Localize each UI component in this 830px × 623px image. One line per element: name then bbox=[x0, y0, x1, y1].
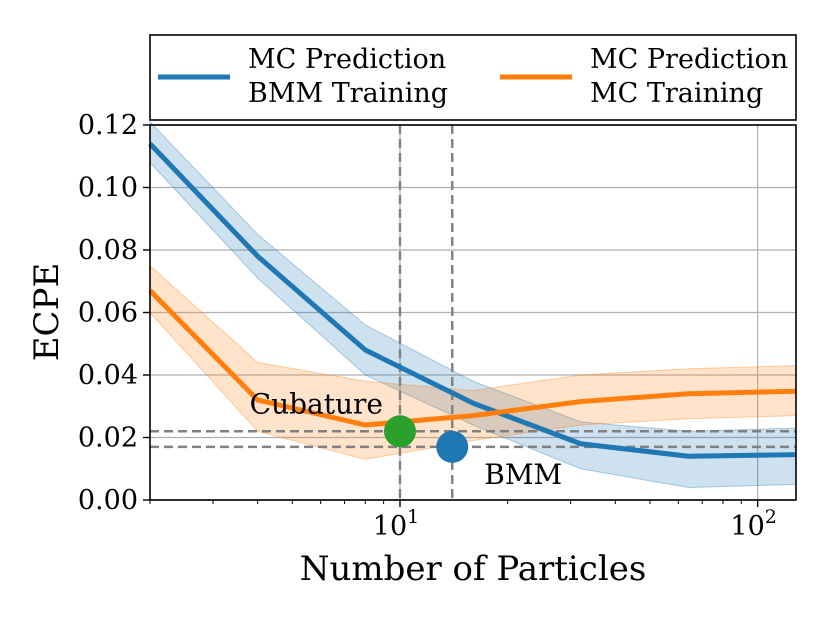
markers: Cubature BMM bbox=[250, 387, 563, 491]
y-tick-label: 0.12 bbox=[78, 110, 138, 141]
marker-label-bmm: BMM bbox=[484, 458, 562, 491]
legend-label-orange-line1: MC Prediction bbox=[590, 44, 788, 75]
legend-label-blue-line2: BMM Training bbox=[248, 78, 448, 109]
marker-bmm bbox=[436, 430, 469, 463]
y-tick-label: 0.06 bbox=[78, 298, 138, 329]
y-tick-label: 0.08 bbox=[78, 235, 138, 266]
x-tick-label: 101 bbox=[373, 506, 419, 542]
y-tick-label: 0.02 bbox=[78, 423, 138, 454]
y-tick-label: 0.04 bbox=[78, 360, 138, 391]
confidence-bands bbox=[149, 120, 797, 489]
y-tick-label: 0.10 bbox=[78, 173, 138, 204]
x-axis-label: Number of Particles bbox=[300, 549, 647, 589]
legend: MC Prediction BMM Training MC Prediction… bbox=[149, 34, 797, 121]
series-lines bbox=[148, 142, 797, 459]
legend-label-orange-line2: MC Training bbox=[590, 78, 763, 109]
y-axis-label: ECPE bbox=[27, 263, 67, 362]
legend-box bbox=[149, 34, 797, 121]
x-tick-label: 102 bbox=[730, 506, 776, 542]
y-tick-label: 0.00 bbox=[78, 485, 138, 516]
legend-label-blue-line1: MC Prediction bbox=[248, 44, 446, 75]
marker-cubature bbox=[383, 415, 416, 448]
axis-ticks: 0.00 0.02 0.04 0.06 0.08 0.10 0.12 101 102 bbox=[78, 110, 777, 542]
marker-label-cubature: Cubature bbox=[250, 387, 383, 420]
